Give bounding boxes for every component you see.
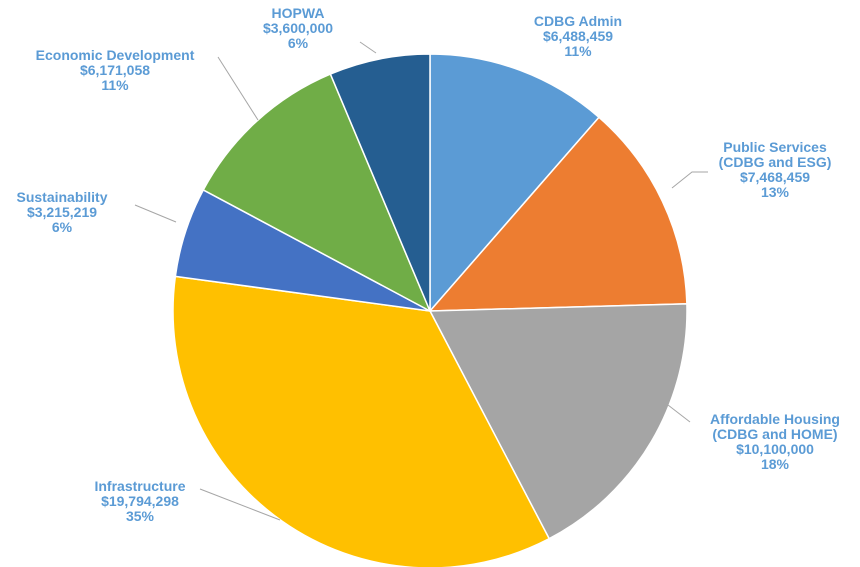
label-value: $6,488,459 <box>542 28 614 44</box>
pie-slice <box>428 116 688 312</box>
data-label: Economic Development $6,171,058 11% <box>36 48 195 93</box>
label-value: $3,215,219 <box>26 204 98 220</box>
label-percent: 6% <box>51 219 73 235</box>
data-label: Affordable Housing (CDBG and HOME) $10,10… <box>710 412 840 472</box>
data-label: Sustainability $3,215,219 6% <box>16 190 107 235</box>
data-label: CDBG Admin $6,488,459 11% <box>534 14 622 59</box>
leader-line <box>671 171 708 189</box>
pie-slice <box>429 53 600 314</box>
label-name: Sustainability <box>16 189 108 205</box>
label-value: $6,171,058 <box>79 62 151 78</box>
label-name: Affordable Housing (CDBG and HOME) <box>710 411 840 442</box>
label-percent: 11% <box>564 43 592 59</box>
pie-slice <box>172 275 551 567</box>
label-percent: 13% <box>760 184 790 200</box>
pie-slice <box>428 303 688 540</box>
label-value: $3,600,000 <box>262 20 334 36</box>
pie-slice <box>202 73 432 313</box>
data-label: Infrastructure $19,794,298 35% <box>94 479 185 524</box>
leader-line <box>667 404 691 423</box>
leader-line <box>217 56 259 121</box>
leader-line <box>134 204 177 223</box>
label-name: HOPWA <box>271 5 325 21</box>
label-percent: 6% <box>287 35 309 51</box>
label-name: Economic Development <box>35 47 195 63</box>
label-value: $10,100,000 <box>736 441 814 457</box>
data-label: HOPWA $3,600,000 6% <box>263 6 333 51</box>
pie-slice <box>329 53 431 312</box>
label-percent: 35% <box>125 508 155 524</box>
label-name: CDBG Admin <box>533 13 623 29</box>
label-percent: 11% <box>101 77 129 93</box>
label-value: $19,794,298 <box>101 493 179 509</box>
leader-line <box>359 41 377 54</box>
label-name: Infrastructure <box>94 478 186 494</box>
leader-line <box>199 488 281 521</box>
label-name: Public Services (CDBG and ESG) <box>718 139 832 170</box>
data-label: Public Services (CDBG and ESG) $7,468,459… <box>719 140 832 200</box>
label-percent: 18% <box>760 456 790 472</box>
label-value: $7,468,459 <box>739 169 811 185</box>
